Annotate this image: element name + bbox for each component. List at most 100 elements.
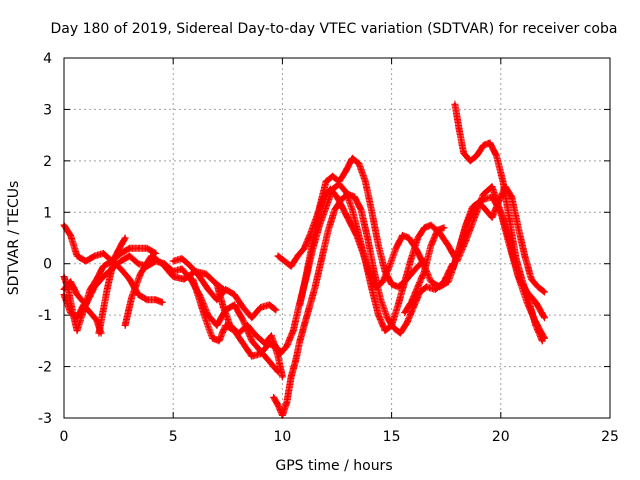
data-point [540,339,544,343]
data-point [477,200,481,204]
data-point [542,316,546,320]
data-point [403,311,407,315]
x-tick-label: 0 [60,429,69,445]
data-point [328,187,332,191]
data-point [425,285,429,289]
data-point [128,246,132,250]
data-point [269,334,273,338]
data-point [112,257,116,261]
data-point [481,197,485,201]
data-point [99,331,103,335]
data-point [372,269,376,273]
data-point [197,298,201,302]
data-point [527,300,531,304]
data-point [403,280,407,284]
data-point [490,215,494,219]
data-point [307,308,311,312]
data-point [285,344,289,348]
data-point [409,300,413,304]
data-point [348,221,352,225]
data-point [259,352,263,356]
data-point [497,200,501,204]
data-point [88,287,92,291]
data-point [241,341,245,345]
data-point [267,303,271,307]
data-point [309,231,313,235]
data-point [457,128,461,132]
data-layer [60,100,548,419]
data-point [361,251,365,255]
data-point [224,287,228,291]
data-point [381,280,385,284]
data-point [206,287,210,291]
data-point [344,190,348,194]
data-point [204,318,208,322]
data-point [442,226,446,230]
data-point [171,275,175,279]
data-point [285,401,289,405]
data-point [481,192,485,196]
y-tick-label: 2 [43,154,52,170]
data-point [204,272,208,276]
data-point [119,259,123,263]
data-point [95,277,99,281]
data-point [263,341,267,345]
x-axis-label: GPS time / hours [275,458,392,474]
data-point [69,311,73,315]
data-point [298,303,302,307]
data-point [69,280,73,284]
data-point [475,154,479,158]
data-point [438,285,442,289]
data-point [189,264,193,268]
data-point [250,316,254,320]
data-point [394,246,398,250]
data-point [171,259,175,263]
data-point [429,280,433,284]
data-point [75,329,79,333]
data-point [304,272,308,276]
data-point [289,264,293,268]
data-point [136,262,140,266]
data-point [416,264,420,268]
data-point [215,323,219,327]
data-point [106,285,110,289]
data-point [414,246,418,250]
series-sat-n [451,100,546,345]
data-point [75,293,79,297]
data-point [494,154,498,158]
data-point [542,290,546,294]
data-point [276,403,280,407]
data-point [241,305,245,309]
data-point [272,341,276,345]
data-point [331,174,335,178]
data-point [75,316,79,320]
data-point [93,254,97,258]
data-point [278,352,282,356]
data-point [333,208,337,212]
data-point [211,336,215,340]
data-point [182,277,186,281]
plot-frame [63,57,611,419]
data-point [254,334,258,338]
data-point [534,300,538,304]
data-point [88,311,92,315]
data-point [451,267,455,271]
data-point [398,331,402,335]
data-point [272,395,276,399]
series-sat-p [401,224,448,317]
series-markers [189,275,282,360]
data-point [145,246,149,250]
data-point [84,259,88,263]
data-point [508,218,512,222]
data-point [355,233,359,237]
data-point [160,300,164,304]
series-sat-m [274,185,548,322]
data-point [396,285,400,289]
data-point [160,262,164,266]
data-point [123,323,127,327]
data-point [420,259,424,263]
data-point [82,303,86,307]
data-point [311,239,315,243]
data-point [215,282,219,286]
data-point [232,293,236,297]
